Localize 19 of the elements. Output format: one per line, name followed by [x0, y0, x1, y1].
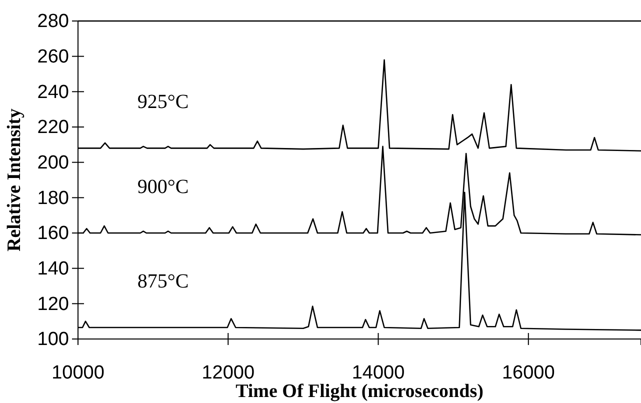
y-tick-label: 160 [37, 223, 69, 244]
y-tick-label: 180 [37, 188, 69, 209]
y-tick-label: 120 [37, 294, 69, 315]
y-tick-label: 220 [37, 117, 69, 138]
x-tick-label: 14000 [352, 362, 405, 384]
series-label: 925°C [137, 91, 189, 114]
x-tick-label: 12000 [202, 362, 255, 384]
y-tick-label: 100 [37, 329, 69, 350]
y-tick-label: 260 [37, 46, 69, 68]
x-tick-label: 10000 [52, 362, 104, 384]
series-label: 875°C [137, 270, 189, 293]
series-label: 900°C [137, 176, 189, 198]
y-tick-label: 200 [37, 152, 69, 174]
y-axis-title: Relative Intensity [4, 108, 25, 252]
x-tick-label: 16000 [502, 362, 555, 384]
y-tick-label: 140 [37, 258, 69, 280]
x-axis-title: Time Of Flight (microseconds) [236, 381, 484, 402]
y-tick-label: 240 [37, 82, 69, 103]
y-tick-label: 280 [37, 11, 69, 32]
